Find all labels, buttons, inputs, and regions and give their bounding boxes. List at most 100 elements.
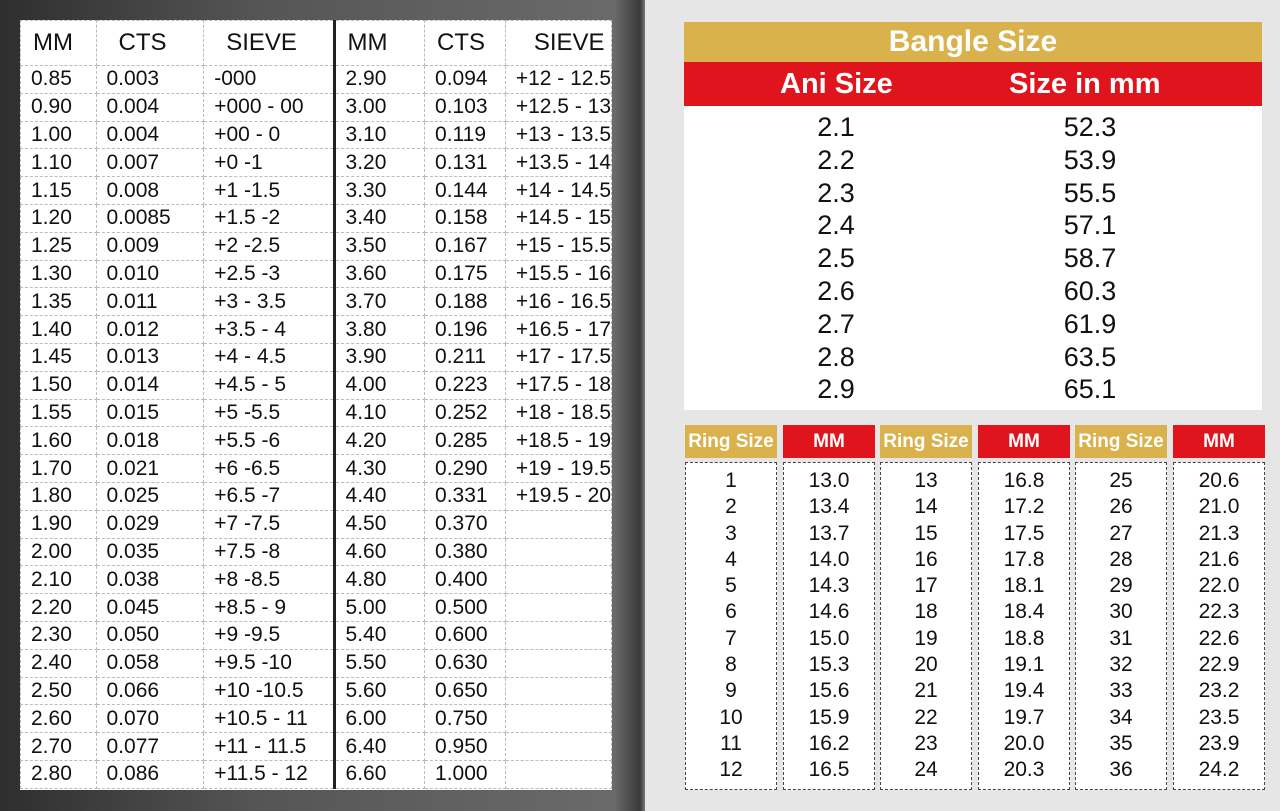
cell-sieve: +6.5 -7 bbox=[203, 481, 336, 511]
cell-cts: 0.630 bbox=[424, 648, 506, 678]
cell-sieve: +2.5 -3 bbox=[203, 259, 336, 289]
cell-mm: 3.90 bbox=[333, 342, 426, 372]
cell-sieve: +17 - 17.5 bbox=[504, 342, 613, 372]
cell-cts: 0.014 bbox=[95, 370, 205, 400]
cell-mm: 3.40 bbox=[333, 203, 426, 233]
ring-mm: 21.6 bbox=[1198, 547, 1240, 571]
cell-sieve: +1.5 -2 bbox=[203, 203, 336, 233]
table-row: 1.80 0.025 +6.5 -7 4.40 0.331 +19.5 - 20 bbox=[20, 481, 613, 511]
header-ring-size: Ring Size bbox=[685, 425, 777, 458]
cell-mm: 2.10 bbox=[20, 565, 97, 595]
ring-size: 26 bbox=[1109, 495, 1133, 519]
ring-mm: 16.8 bbox=[1003, 469, 1045, 492]
table-row: 1.30 0.010 +2.5 -3 3.60 0.175 +15.5 - 16 bbox=[20, 259, 613, 289]
ani-size: 2.8 bbox=[817, 341, 855, 372]
ring-mm: 13.4 bbox=[808, 495, 850, 519]
cell-mm: 6.40 bbox=[333, 732, 426, 761]
cell-sieve: +18.5 - 19 bbox=[504, 426, 613, 456]
cell-sieve: -000 bbox=[203, 65, 336, 94]
cell-mm: 1.40 bbox=[20, 315, 97, 344]
table-row: 1.15 0.008 +1 -1.5 3.30 0.144 +14 - 14.5 bbox=[20, 176, 613, 205]
ani-size: 2.2 bbox=[817, 144, 855, 175]
ring-mm: 20.3 bbox=[1003, 758, 1045, 782]
cell-mm: 3.80 bbox=[333, 315, 426, 344]
cell-cts: 0.004 bbox=[95, 92, 205, 122]
cell-sieve: +11.5 - 12 bbox=[203, 759, 336, 789]
cell-mm: 3.10 bbox=[333, 120, 426, 150]
table-row: 1.10 0.007 +0 -1 3.20 0.131 +13.5 - 14 bbox=[20, 148, 613, 178]
cell-sieve bbox=[504, 620, 613, 650]
table-row: 2.10 0.038 +8 -8.5 4.80 0.400 bbox=[20, 565, 613, 595]
cell-mm: 2.00 bbox=[20, 537, 97, 567]
ring-size: 9 bbox=[725, 679, 737, 703]
ring-mm: 21.0 bbox=[1198, 495, 1240, 519]
table-row: 1.40 0.012 +3.5 - 4 3.80 0.196 +16.5 - 17 bbox=[20, 315, 613, 344]
ring-mm: 22.3 bbox=[1198, 600, 1240, 624]
cell-mm: 2.40 bbox=[20, 648, 97, 678]
ring-mm: 18.4 bbox=[1003, 600, 1045, 624]
ring-size: 24 bbox=[914, 758, 938, 782]
cell-mm: 1.80 bbox=[20, 481, 97, 511]
table-row: 1.20 0.0085 +1.5 -2 3.40 0.158 +14.5 - 15 bbox=[20, 203, 613, 233]
cell-mm: 2.20 bbox=[20, 593, 97, 622]
ring-mm: 18.8 bbox=[1003, 626, 1045, 650]
ring-size: 19 bbox=[914, 626, 938, 650]
cell-cts: 0.050 bbox=[95, 620, 205, 650]
size-mm: 60.3 bbox=[1063, 276, 1117, 306]
cell-mm: 5.40 bbox=[333, 620, 426, 650]
ring-size: 13 bbox=[914, 469, 938, 492]
ring-size: 7 bbox=[725, 626, 737, 650]
ring-size: 33 bbox=[1109, 679, 1133, 703]
cell-cts: 0.285 bbox=[424, 426, 506, 456]
table-row: 2.20 0.045 +8.5 - 9 5.00 0.500 bbox=[20, 593, 613, 622]
header-size-mm: Size in mm bbox=[1009, 68, 1161, 100]
cell-mm: 1.10 bbox=[20, 148, 97, 178]
ring-mm-column: 13.0 13.4 13.7 14.0 14.3 14.6 15.0 15.3 15.6 15.9… bbox=[783, 462, 875, 790]
ring-size-column: 13 14 15 16 17 18 19 20 21 22 23 24 bbox=[880, 462, 972, 790]
ring-size: 18 bbox=[914, 600, 938, 624]
ani-size: 2.1 bbox=[817, 112, 855, 142]
ani-size: 2.5 bbox=[817, 243, 855, 274]
cell-sieve: +19.5 - 20 bbox=[504, 481, 613, 511]
cell-mm: 1.70 bbox=[20, 454, 97, 483]
table-row: 1.90 0.029 +7 -7.5 4.50 0.370 bbox=[20, 509, 613, 539]
table-row: 2.70 0.077 +11 - 11.5 6.40 0.950 bbox=[20, 732, 613, 761]
ring-size-column: 25 26 27 28 29 30 31 32 33 34 35 36 bbox=[1075, 462, 1167, 790]
ring-size: 16 bbox=[914, 547, 938, 571]
ring-mm: 19.4 bbox=[1003, 679, 1045, 703]
ring-size: 5 bbox=[725, 574, 737, 598]
cell-mm: 2.60 bbox=[20, 704, 97, 734]
ani-size: 2.9 bbox=[817, 374, 855, 405]
ring-mm: 17.2 bbox=[1003, 495, 1045, 519]
cell-sieve: +9 -9.5 bbox=[203, 620, 336, 650]
cell-mm: 1.60 bbox=[20, 426, 97, 456]
cell-mm: 5.60 bbox=[333, 676, 426, 706]
cell-mm: 1.25 bbox=[20, 231, 97, 261]
cell-sieve: +16.5 - 17 bbox=[504, 315, 613, 344]
cell-mm: 3.00 bbox=[333, 92, 426, 122]
ring-mm: 16.2 bbox=[808, 731, 850, 755]
ring-size: 23 bbox=[914, 731, 938, 755]
table-row: 1.50 0.014 +4.5 - 5 4.00 0.223 +17.5 - 18 bbox=[20, 370, 613, 400]
cell-sieve bbox=[504, 759, 613, 789]
cell-cts: 0.158 bbox=[424, 203, 506, 233]
ring-mm: 15.0 bbox=[808, 626, 850, 650]
cell-sieve: +4 - 4.5 bbox=[203, 342, 336, 372]
cell-sieve: +8 -8.5 bbox=[203, 565, 336, 595]
ani-size: 2.3 bbox=[817, 177, 855, 208]
cell-sieve: +000 - 00 bbox=[203, 92, 336, 122]
cell-sieve: +16 - 16.5 bbox=[504, 287, 613, 317]
cell-sieve: +19 - 19.5 bbox=[504, 454, 613, 483]
cell-mm: 1.30 bbox=[20, 259, 97, 289]
cell-sieve: +13 - 13.5 bbox=[504, 120, 613, 150]
cell-mm: 0.90 bbox=[20, 92, 97, 122]
cell-sieve: +3 - 3.5 bbox=[203, 287, 336, 317]
cell-mm: 2.50 bbox=[20, 676, 97, 706]
ring-mm: 17.8 bbox=[1003, 547, 1045, 571]
size-mm: 55.5 bbox=[1063, 177, 1117, 208]
cell-mm: 1.50 bbox=[20, 370, 97, 400]
cell-cts: 0.029 bbox=[95, 509, 205, 539]
header-ring-size: Ring Size bbox=[1075, 425, 1167, 458]
ring-mm: 14.6 bbox=[808, 600, 850, 624]
cell-mm: 4.00 bbox=[333, 370, 426, 400]
